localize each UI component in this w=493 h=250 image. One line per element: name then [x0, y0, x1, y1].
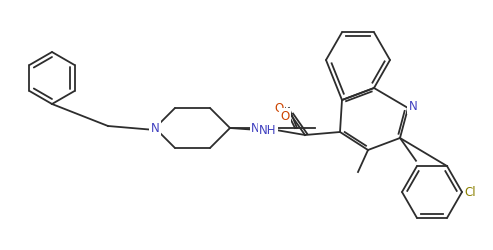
- Text: N: N: [409, 100, 418, 112]
- Text: O: O: [281, 110, 289, 122]
- Text: Cl: Cl: [464, 186, 476, 198]
- Text: N: N: [151, 122, 159, 134]
- Text: NH: NH: [251, 122, 269, 134]
- Text: NH: NH: [259, 124, 277, 136]
- Text: O: O: [275, 102, 283, 114]
